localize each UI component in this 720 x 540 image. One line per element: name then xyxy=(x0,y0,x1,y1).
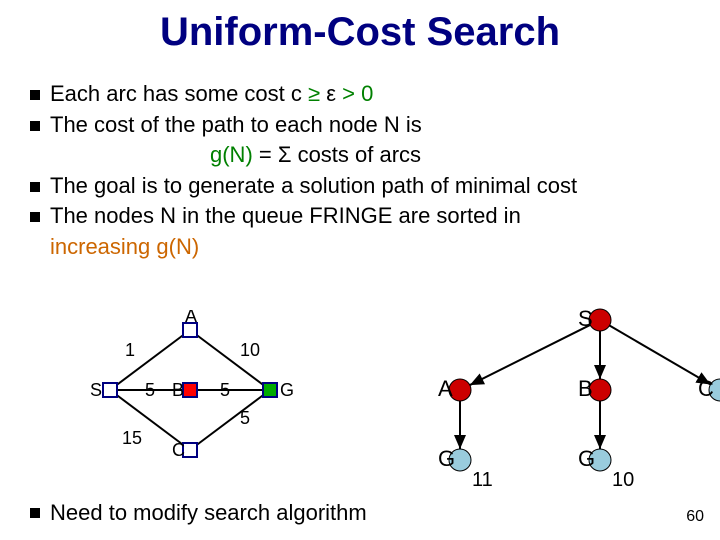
tree-node-label: C xyxy=(698,376,714,401)
cost-graph: 15151055ASBGC xyxy=(40,310,320,490)
tree-node-label: G xyxy=(578,446,595,471)
edge-weight: 5 xyxy=(240,408,250,428)
b2-rest: = Σ costs of arcs xyxy=(253,142,421,167)
graph-node-B xyxy=(183,383,197,397)
b3-text: The goal is to generate a solution path … xyxy=(50,172,690,201)
b1-text-pre: Each arc has some cost c xyxy=(50,81,308,106)
edge-weight: 1 xyxy=(125,340,135,360)
b2-gN: g(N) xyxy=(210,142,253,167)
b4-increasing: increasing xyxy=(50,234,156,259)
b4-text: The nodes N in the queue FRINGE are sort… xyxy=(50,202,690,231)
tree-node-cost: 10 xyxy=(612,469,634,491)
tree-node-label: A xyxy=(438,376,453,401)
graph-node-label: G xyxy=(280,380,294,400)
graph-node-label: A xyxy=(185,310,197,326)
b1-post: > 0 xyxy=(342,81,373,106)
search-tree: SABC15G11G10 xyxy=(300,300,720,500)
graph-node-label: C xyxy=(172,440,185,460)
bullet-marker xyxy=(30,508,40,518)
edge-weight: 10 xyxy=(240,340,260,360)
graph-node-label: S xyxy=(90,380,102,400)
bullet-marker xyxy=(30,182,40,192)
edge-weight: 5 xyxy=(220,380,230,400)
tree-node-label: S xyxy=(578,306,593,331)
slide-title: Uniform-Cost Search xyxy=(0,10,720,55)
graph-node-S xyxy=(103,383,117,397)
tree-node-label: G xyxy=(438,446,455,471)
b4-gN: g(N) xyxy=(156,234,199,259)
bullet-1: Each arc has some cost c ≥ ε > 0 xyxy=(30,80,690,109)
b2-text: The cost of the path to each node N is xyxy=(50,111,690,140)
graph-node-C xyxy=(183,443,197,457)
bottom-text: Need to modify search algorithm xyxy=(50,500,367,526)
bullet-4: The nodes N in the queue FRINGE are sort… xyxy=(30,202,690,231)
bullet-marker xyxy=(30,212,40,222)
bullet-list: Each arc has some cost c ≥ ε > 0 The cos… xyxy=(30,80,690,264)
bullet-2-indent: g(N) = Σ costs of arcs xyxy=(30,141,690,170)
tree-node-cost: 11 xyxy=(472,469,493,491)
bullet-marker xyxy=(30,121,40,131)
page-number: 60 xyxy=(686,508,704,526)
edge-weight: 5 xyxy=(145,380,155,400)
bullet-marker xyxy=(30,90,40,100)
graph-node-G xyxy=(263,383,277,397)
bottom-bullet: Need to modify search algorithm xyxy=(30,500,367,526)
tree-node-label: B xyxy=(578,376,593,401)
tree-edge xyxy=(470,325,590,385)
edge-weight: 15 xyxy=(122,428,142,448)
graph-node-label: B xyxy=(172,380,184,400)
bullet-4-cont: increasing g(N) xyxy=(30,233,690,262)
b1-ge: ≥ xyxy=(308,81,320,106)
bullet-3: The goal is to generate a solution path … xyxy=(30,172,690,201)
b1-eps: ε xyxy=(320,81,342,106)
tree-edge xyxy=(610,326,711,385)
bullet-2: The cost of the path to each node N is xyxy=(30,111,690,140)
